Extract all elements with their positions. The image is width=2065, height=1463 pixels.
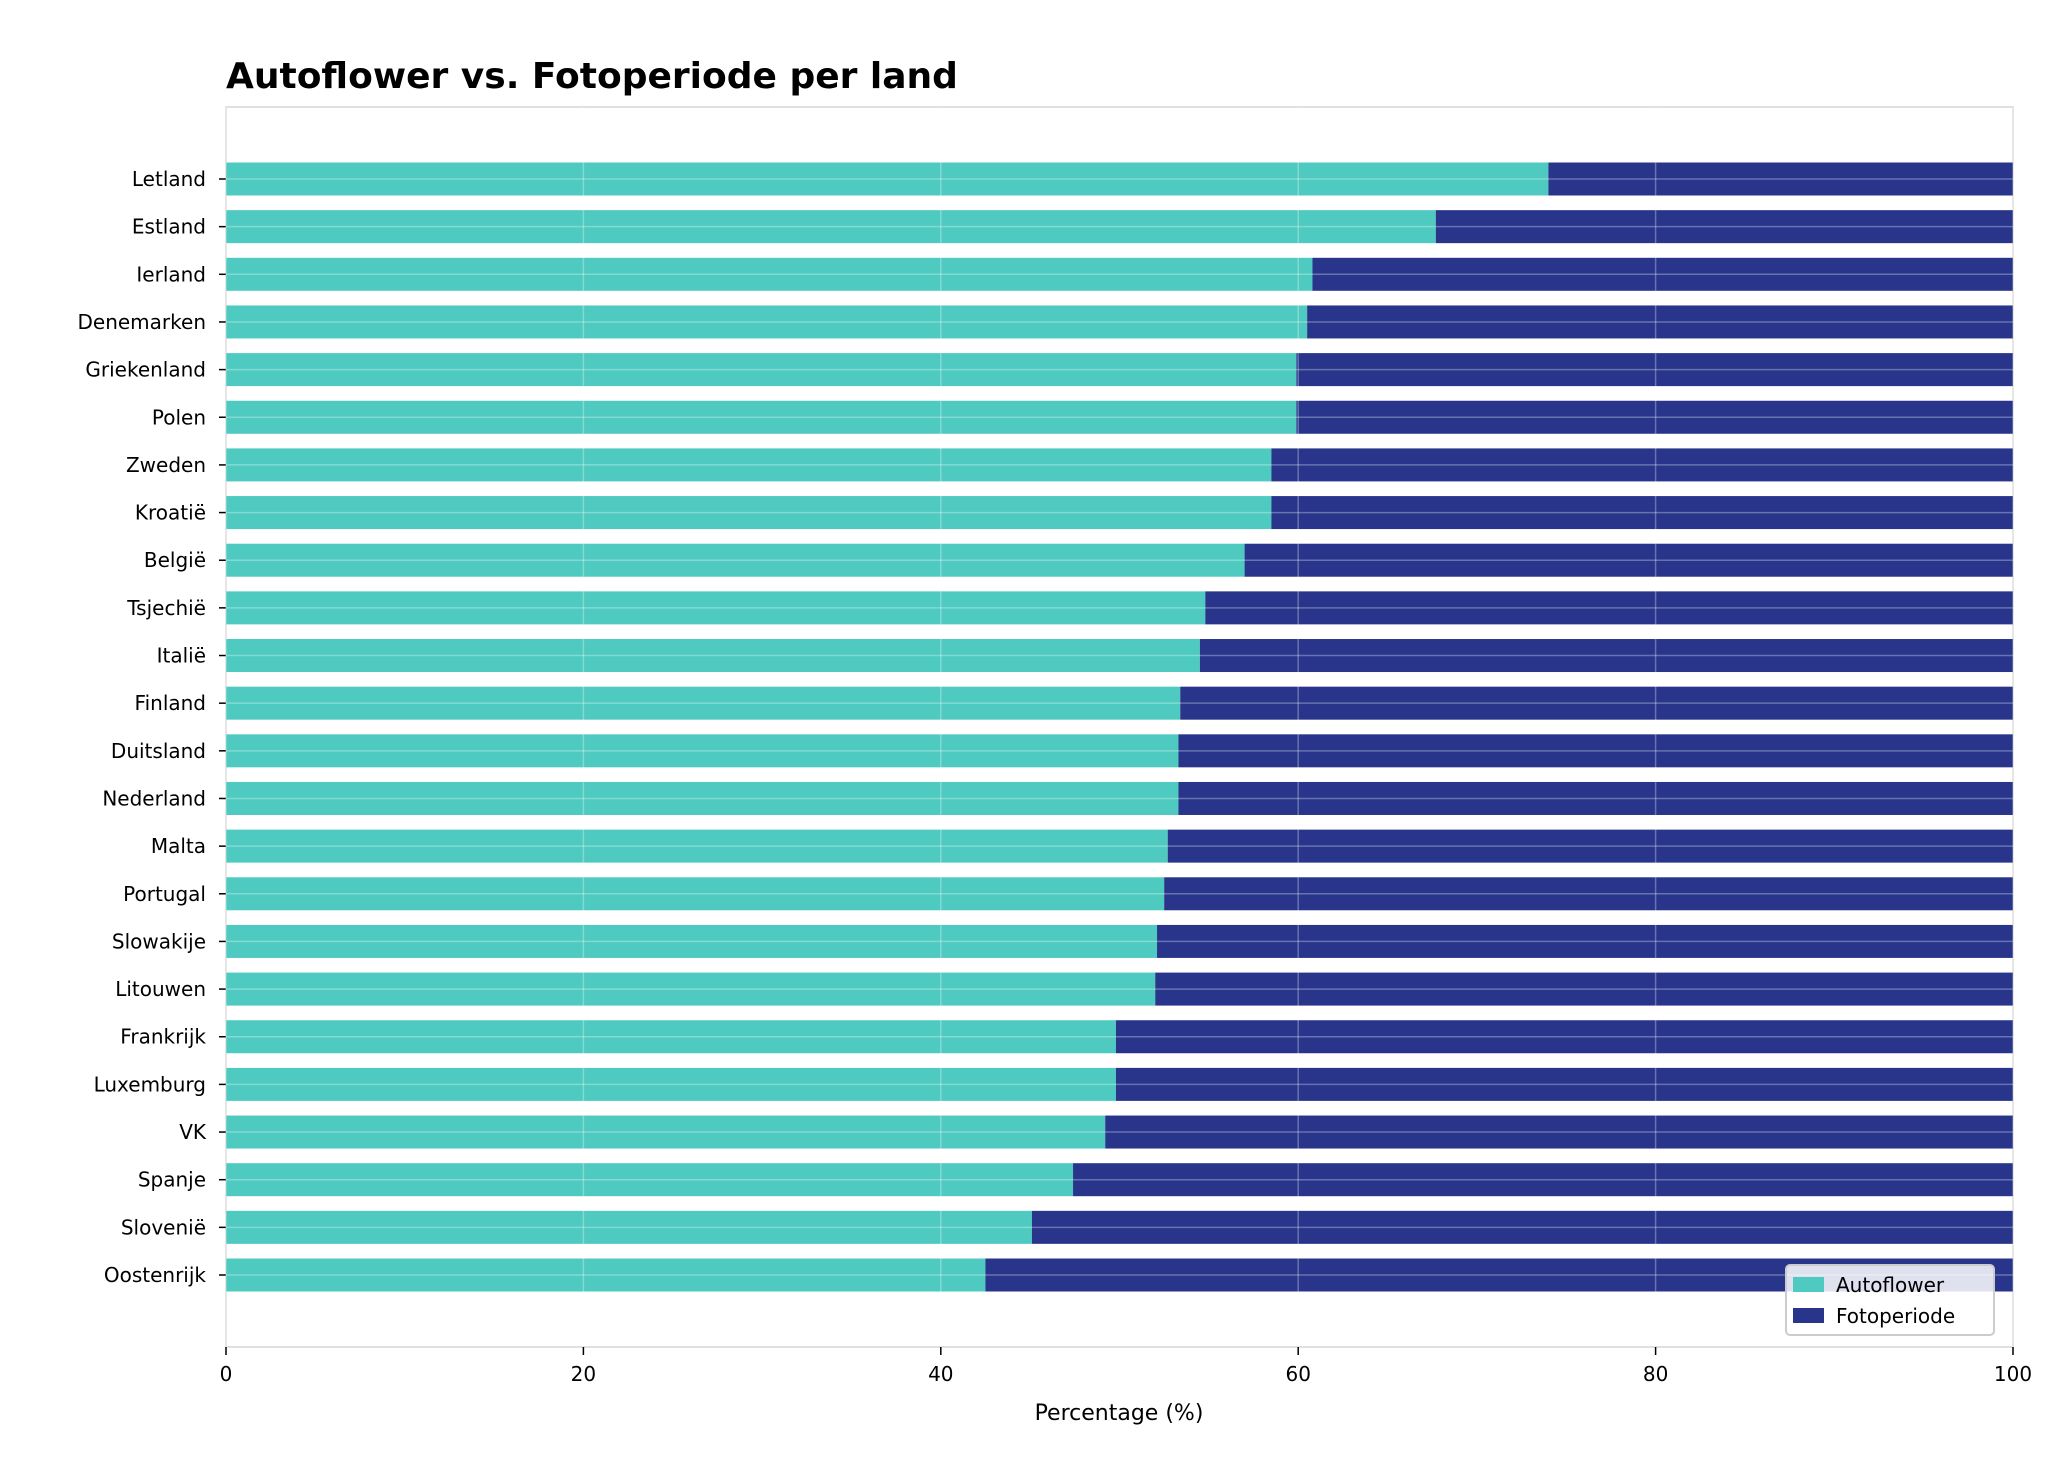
y-tick-label: Italië xyxy=(157,644,206,668)
bar-autoflower xyxy=(226,781,1179,815)
x-tick-label: 0 xyxy=(220,1362,233,1386)
y-tick-label: Polen xyxy=(152,405,206,429)
x-tick-label: 40 xyxy=(928,1362,953,1386)
y-tick-label: Oostenrijk xyxy=(104,1263,207,1287)
bar-autoflower xyxy=(226,448,1272,482)
y-tick-label: Zweden xyxy=(126,453,206,477)
bar-fotoperiode xyxy=(1296,400,2013,434)
bar-autoflower xyxy=(226,829,1168,863)
bar-autoflower xyxy=(226,496,1272,530)
bar-fotoperiode xyxy=(1115,1067,2013,1101)
bar-autoflower xyxy=(226,1258,986,1292)
bar-autoflower xyxy=(226,924,1158,958)
bar-autoflower xyxy=(226,877,1165,911)
bar-fotoperiode xyxy=(1271,496,2013,530)
bar-autoflower xyxy=(226,686,1181,720)
bar-fotoperiode xyxy=(1115,1020,2013,1054)
bar-fotoperiode xyxy=(1105,1115,2013,1149)
bar-fotoperiode xyxy=(1296,353,2013,387)
bar-autoflower xyxy=(226,639,1200,673)
y-tick-label: Finland xyxy=(135,691,206,715)
y-tick-label: Estland xyxy=(132,215,206,239)
x-tick-label: 80 xyxy=(1643,1362,1668,1386)
y-tick-label: Ierland xyxy=(136,262,206,286)
bar-fotoperiode xyxy=(1073,1163,2013,1197)
legend xyxy=(1785,1264,1995,1336)
y-tick-label: Letland xyxy=(132,167,206,191)
bar-autoflower xyxy=(226,1020,1116,1054)
legend-swatch-fotoperiode xyxy=(1793,1308,1824,1323)
y-tick-label: Malta xyxy=(151,834,206,858)
y-tick-label: Denemarken xyxy=(78,310,207,334)
x-axis-label: Percentage (%) xyxy=(1035,1401,1204,1426)
legend-swatch-autoflower xyxy=(1793,1277,1824,1292)
bar-autoflower xyxy=(226,210,1436,244)
bar-fotoperiode xyxy=(1199,639,2013,673)
bar-autoflower xyxy=(226,305,1308,339)
plot-area xyxy=(225,106,2014,1348)
y-tick-label: België xyxy=(144,548,206,572)
bar-fotoperiode xyxy=(1180,686,2013,720)
y-tick-label: Spanje xyxy=(138,1168,206,1192)
bar-fotoperiode xyxy=(1435,210,2013,244)
bar-fotoperiode xyxy=(1312,257,2013,291)
y-tick-label: Tsjechië xyxy=(126,596,206,620)
bar-fotoperiode xyxy=(1205,591,2013,625)
y-tick-label: Frankrijk xyxy=(120,1025,206,1049)
bar-autoflower xyxy=(226,972,1156,1006)
bar-autoflower xyxy=(226,1067,1116,1101)
bar-fotoperiode xyxy=(1157,924,2013,958)
bar-autoflower xyxy=(226,1115,1106,1149)
legend-label-fotoperiode: Fotoperiode xyxy=(1836,1304,1955,1328)
y-tick-label: Duitsland xyxy=(111,739,206,763)
bar-fotoperiode xyxy=(1244,543,2013,577)
bar-autoflower xyxy=(226,1210,1032,1244)
bar-fotoperiode xyxy=(1271,448,2013,482)
bar-fotoperiode xyxy=(1178,734,2013,768)
bar-fotoperiode xyxy=(1178,781,2013,815)
bar-autoflower xyxy=(226,400,1297,434)
bar-autoflower xyxy=(226,353,1297,387)
y-tick-label: Luxemburg xyxy=(94,1072,206,1096)
bar-fotoperiode xyxy=(1167,829,2013,863)
x-tick-label: 60 xyxy=(1285,1362,1310,1386)
y-tick-label: Slovenië xyxy=(121,1215,206,1239)
bar-autoflower xyxy=(226,734,1179,768)
bar-autoflower xyxy=(226,543,1245,577)
y-tick-label: Slowakije xyxy=(112,929,206,953)
y-tick-label: Litouwen xyxy=(115,977,206,1001)
y-tick-label: Portugal xyxy=(123,882,206,906)
bar-autoflower xyxy=(226,591,1206,625)
x-tick-label: 100 xyxy=(1994,1362,2032,1386)
bar-fotoperiode xyxy=(1307,305,2013,339)
bar-fotoperiode xyxy=(1548,162,2013,196)
legend-label-autoflower: Autoflower xyxy=(1836,1273,1945,1297)
bar-fotoperiode xyxy=(1031,1210,2013,1244)
bar-fotoperiode xyxy=(1164,877,2013,911)
y-tick-label: Nederland xyxy=(102,786,206,810)
bar-autoflower xyxy=(226,1163,1074,1197)
chart-title: Autoflower vs. Fotoperiode per land xyxy=(226,56,958,97)
bar-autoflower xyxy=(226,257,1313,291)
bar-autoflower xyxy=(226,162,1549,196)
y-tick-label: VK xyxy=(179,1120,207,1144)
bar-fotoperiode xyxy=(1155,972,2013,1006)
y-tick-label: Griekenland xyxy=(85,358,206,382)
y-tick-label: Kroatië xyxy=(135,501,206,525)
x-tick-label: 20 xyxy=(571,1362,596,1386)
